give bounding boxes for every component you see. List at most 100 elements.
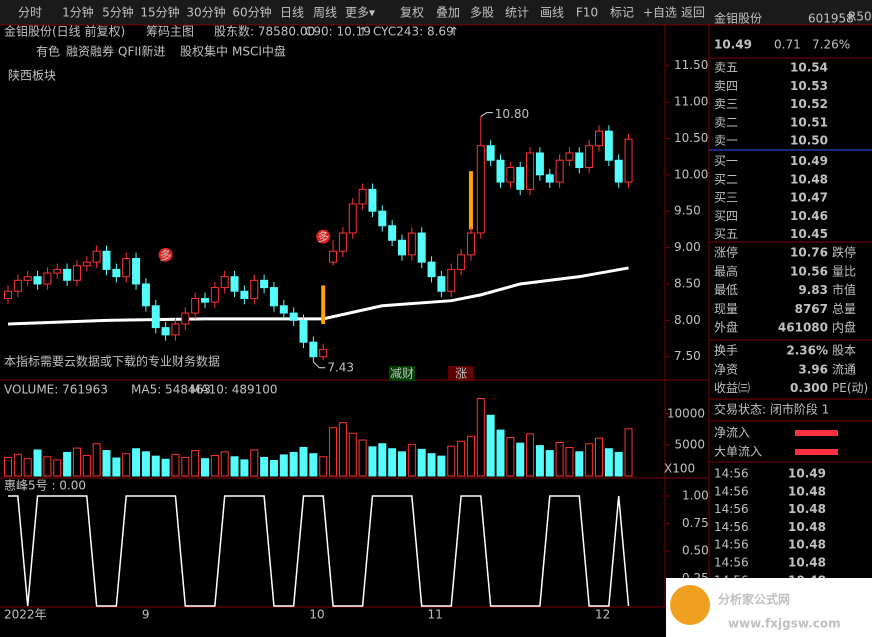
volume-bar xyxy=(122,453,131,477)
volume-stat: MA10: 489100 xyxy=(190,383,278,397)
arrow: ↑ xyxy=(358,25,368,39)
toolbar-tool[interactable]: 标记 xyxy=(610,6,634,20)
y-tick-label: 9.50 xyxy=(674,204,701,218)
y-tick-label: 11.50 xyxy=(674,58,708,72)
candle-body xyxy=(151,305,160,329)
event-marker xyxy=(316,229,331,244)
candle-body xyxy=(457,254,466,270)
volume-bar xyxy=(506,437,515,477)
order-label: 买二 xyxy=(714,172,738,186)
volume-bar xyxy=(417,448,426,477)
x-tick-label: 11 xyxy=(428,608,443,622)
volume-bar xyxy=(476,398,485,477)
arrow: ↑ xyxy=(449,25,459,39)
order-label: 买五 xyxy=(714,227,738,241)
candle-body xyxy=(43,272,52,285)
stat-label: PE(动) xyxy=(832,381,868,395)
stat-label: 跌停 xyxy=(832,245,856,260)
trade-price: 10.49 xyxy=(788,467,826,481)
toolbar-tool[interactable]: +自选 xyxy=(643,6,677,20)
toolbar-tool[interactable]: 画线 xyxy=(540,6,564,20)
toolbar-tab[interactable]: 更多▾ xyxy=(345,6,375,20)
trade-time: 14:56 xyxy=(714,538,749,552)
toolbar-tab[interactable]: 5分钟 xyxy=(102,5,134,20)
toolbar-tab[interactable]: 1分钟 xyxy=(62,5,94,20)
candle-body xyxy=(289,312,298,321)
candle-body xyxy=(466,232,475,256)
volume-bar xyxy=(82,455,91,477)
candle-body xyxy=(279,305,288,314)
candle-body xyxy=(437,276,446,292)
x-tick-label: 9 xyxy=(142,608,150,622)
order-price: 10.53 xyxy=(790,79,828,93)
toolbar-tool[interactable]: F10 xyxy=(576,6,598,20)
candle-body xyxy=(210,287,219,303)
logo-icon xyxy=(670,585,710,625)
toolbar-tool[interactable]: 多股 xyxy=(470,6,494,20)
volume-bar xyxy=(181,456,190,477)
volume-bar xyxy=(368,446,377,477)
toolbar-tab[interactable]: 30分钟 xyxy=(186,5,225,20)
volume-bar xyxy=(378,443,387,477)
flow-bar xyxy=(795,430,838,436)
candle-body xyxy=(368,188,377,212)
stat-label: 股本 xyxy=(832,344,856,358)
volume-bar xyxy=(516,442,525,477)
toolbar-tool[interactable]: 统计 xyxy=(505,6,529,20)
candle-body xyxy=(82,261,91,267)
candle-body xyxy=(92,250,101,263)
volume-bar xyxy=(319,456,328,477)
candle-body xyxy=(496,159,505,183)
toolbar-tab[interactable]: 日线 xyxy=(280,6,304,20)
toolbar-tab[interactable]: 15分钟 xyxy=(140,5,179,20)
volume-bar xyxy=(447,445,456,477)
price-annotation: 10.80 xyxy=(495,107,529,121)
volume-bar xyxy=(545,450,554,477)
y-tick-label: 7.50 xyxy=(674,349,701,363)
volume-bar xyxy=(171,453,180,477)
toolbar-tool[interactable]: 复权 xyxy=(400,6,424,20)
signal-bar xyxy=(468,171,473,230)
event-marker xyxy=(158,247,173,262)
tag: 股权集中 xyxy=(180,44,228,59)
toolbar-tool[interactable]: 返回 xyxy=(681,6,705,20)
badge: R500 xyxy=(848,10,872,24)
toolbar-tab[interactable]: 60分钟 xyxy=(232,5,271,20)
volume-bar xyxy=(220,451,229,477)
volume-bar xyxy=(604,448,613,477)
volume-bar xyxy=(388,448,397,477)
order-price: 10.51 xyxy=(790,115,828,129)
order-label: 卖三 xyxy=(714,97,738,111)
candle-body xyxy=(63,268,72,281)
toolbar-tab[interactable]: 分时 xyxy=(18,6,42,20)
toolbar-tool[interactable]: 叠加 xyxy=(436,6,460,20)
candle-body xyxy=(260,279,269,289)
order-price: 10.54 xyxy=(790,61,828,75)
flow-label: 净流入 xyxy=(714,426,750,440)
volume-bar xyxy=(240,459,249,477)
candle-body xyxy=(565,152,574,161)
y-tick-label: 8.50 xyxy=(674,276,701,290)
toolbar-tab[interactable]: 周线 xyxy=(313,6,337,20)
candle-body xyxy=(13,279,22,292)
y-tick-label: 0.75 xyxy=(682,516,709,530)
candle-body xyxy=(535,152,544,176)
order-price: 10.50 xyxy=(790,134,828,148)
indicator-title: 惠峰5号 : 0.00 xyxy=(4,479,86,493)
candle-body xyxy=(171,323,180,336)
order-label: 卖一 xyxy=(714,134,738,148)
volume-bar xyxy=(526,433,535,477)
y-tick-label: 10.00 xyxy=(674,167,708,181)
volume-bar xyxy=(427,453,436,477)
volume-bar xyxy=(309,453,318,477)
candle-body xyxy=(614,159,623,183)
candle-body xyxy=(53,268,62,274)
x-tick-label: 2022年 xyxy=(4,608,47,622)
stat-label: 量比 xyxy=(832,264,856,278)
stat-label: 净资 xyxy=(714,362,738,376)
stat-label: 现量 xyxy=(714,302,738,316)
volume-bar xyxy=(4,456,12,477)
volume-bar xyxy=(348,432,357,477)
order-price: 10.52 xyxy=(790,97,828,111)
x-tick-label: 10 xyxy=(309,608,324,622)
